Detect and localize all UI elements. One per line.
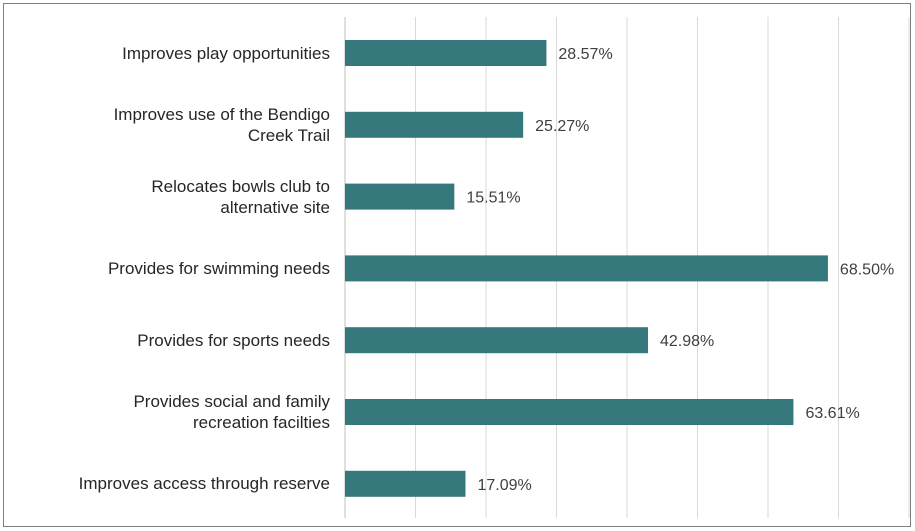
- category-label: Provides for swimming needs: [107, 258, 330, 278]
- value-label: 63.61%: [805, 405, 859, 422]
- value-label: 28.57%: [558, 46, 612, 63]
- category-label: Provides for sports needs: [137, 330, 330, 350]
- category-label: Improves access through reserve: [78, 474, 330, 494]
- bar: [345, 40, 547, 66]
- bars: [345, 40, 828, 497]
- value-label: 15.51%: [466, 190, 520, 207]
- value-label: 68.50%: [840, 261, 894, 278]
- value-labels: 28.57% 25.27% 15.51% 68.50% 42.98% 63.61% 17.0…: [466, 46, 894, 494]
- value-label: 25.27%: [535, 118, 589, 135]
- bar: [345, 470, 466, 497]
- bar: [345, 183, 455, 210]
- value-label: 17.09%: [477, 477, 531, 494]
- category-label: Relocates bowls club to alternative site: [151, 176, 330, 217]
- bar: [345, 399, 794, 425]
- bar: [345, 111, 524, 138]
- bar: [345, 327, 649, 354]
- value-label: 42.98%: [660, 333, 714, 350]
- bar: [345, 255, 828, 282]
- category-label: Improves use of the Bendigo Creek Trail: [113, 104, 330, 145]
- category-label: Provides social and family recreation fa…: [133, 392, 330, 432]
- category-label: Improves play opportunities: [122, 43, 330, 63]
